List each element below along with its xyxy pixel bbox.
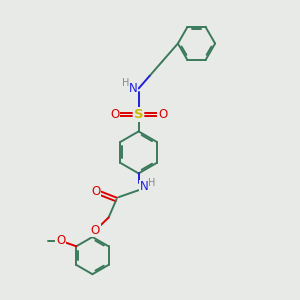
Text: O: O: [110, 108, 119, 121]
Text: N: N: [140, 180, 148, 193]
Text: H: H: [148, 178, 156, 188]
Text: N: N: [129, 82, 138, 95]
Text: O: O: [91, 224, 100, 237]
Text: O: O: [56, 234, 65, 248]
Text: H: H: [122, 78, 130, 88]
Text: O: O: [158, 108, 167, 121]
Text: S: S: [134, 108, 143, 121]
Text: O: O: [92, 185, 100, 198]
